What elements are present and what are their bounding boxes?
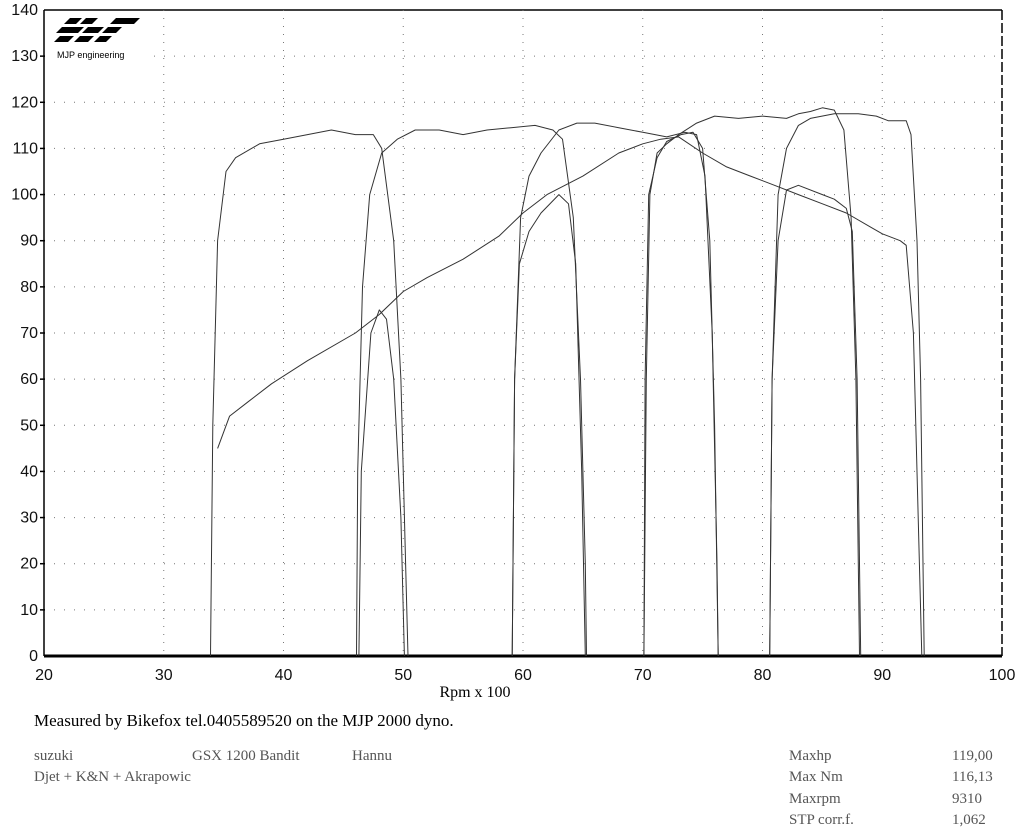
stat-label-maxrpm: Maxrpm: [789, 791, 841, 807]
y-tick-label: 30: [20, 510, 38, 527]
dyno-curve-4: [643, 107, 860, 657]
x-tick-label: 40: [275, 667, 293, 684]
x-tick-label: 90: [873, 667, 891, 684]
stat-label-maxhp: Maxhp: [789, 748, 832, 764]
x-tick-label: 20: [35, 667, 53, 684]
dyno-chart: 0 10 20 30 40 50 60 70 80 90 100 110 120 130 140 20 30 4…: [11, 2, 1015, 701]
mjp-logo-mark: [54, 18, 140, 42]
dyno-curve-6: [217, 136, 923, 657]
mods-text: Djet + K&N + Akrapowic: [34, 769, 191, 785]
y-tick-label: 120: [11, 94, 38, 111]
y-tick-label: 110: [12, 140, 38, 157]
stat-value-maxhp: 119,00: [952, 748, 993, 764]
y-tick-label: 130: [11, 48, 38, 65]
dyno-curve-1: [210, 129, 409, 657]
x-tick-label: 100: [989, 667, 1016, 684]
dyno-curve-10: [769, 184, 862, 657]
y-tick-label: 50: [20, 417, 38, 434]
x-tick-labels: 20 30 40 50 60 70 80 90 100: [35, 667, 1015, 684]
dyno-curve-5: [769, 113, 925, 657]
x-tick-label: 80: [754, 667, 772, 684]
grid: [40, 10, 1002, 656]
stat-value-maxrpm: 9310: [952, 791, 982, 807]
y-tick-labels: 0 10 20 30 40 50 60 70 80 90 100 110 120 130 140: [11, 2, 38, 665]
dyno-curve-8: [511, 194, 586, 657]
y-tick-label: 140: [11, 2, 38, 19]
y-tick-label: 40: [20, 463, 38, 480]
x-tick-label: 70: [634, 667, 652, 684]
y-tick-label: 100: [11, 187, 38, 204]
x-axis-label: Rpm x 100: [439, 684, 510, 701]
stat-value-stp: 1,062: [952, 812, 986, 828]
measured-by-text: Measured by Bikefox tel.0405589520 on th…: [34, 711, 454, 730]
make-text: suzuki: [34, 748, 74, 764]
stat-value-maxnm: 116,13: [952, 769, 993, 785]
y-tick-label: 70: [20, 325, 38, 342]
dyno-curves: [210, 107, 925, 657]
y-tick-label: 90: [20, 233, 38, 250]
y-tick-label: 0: [29, 648, 38, 665]
model-text: GSX 1200 Bandit: [192, 748, 300, 764]
y-tick-label: 20: [20, 556, 38, 573]
dyno-curve-7: [358, 309, 405, 657]
dyno-curve-9: [643, 131, 719, 657]
x-tick-label: 30: [155, 667, 173, 684]
stat-label-maxnm: Max Nm: [789, 769, 843, 785]
dyno-curve-3: [511, 122, 719, 657]
y-tick-label: 60: [20, 371, 38, 388]
owner-text: Hannu: [352, 748, 392, 764]
dyno-curve-2: [356, 124, 587, 657]
y-tick-label: 80: [20, 279, 38, 296]
y-tick-label: 10: [20, 602, 38, 619]
x-tick-label: 60: [514, 667, 532, 684]
stat-label-stp: STP corr.f.: [789, 812, 854, 828]
mjp-logo: MJP engineering: [49, 12, 145, 62]
x-tick-label: 50: [394, 667, 412, 684]
logo-text: MJP engineering: [57, 50, 124, 60]
